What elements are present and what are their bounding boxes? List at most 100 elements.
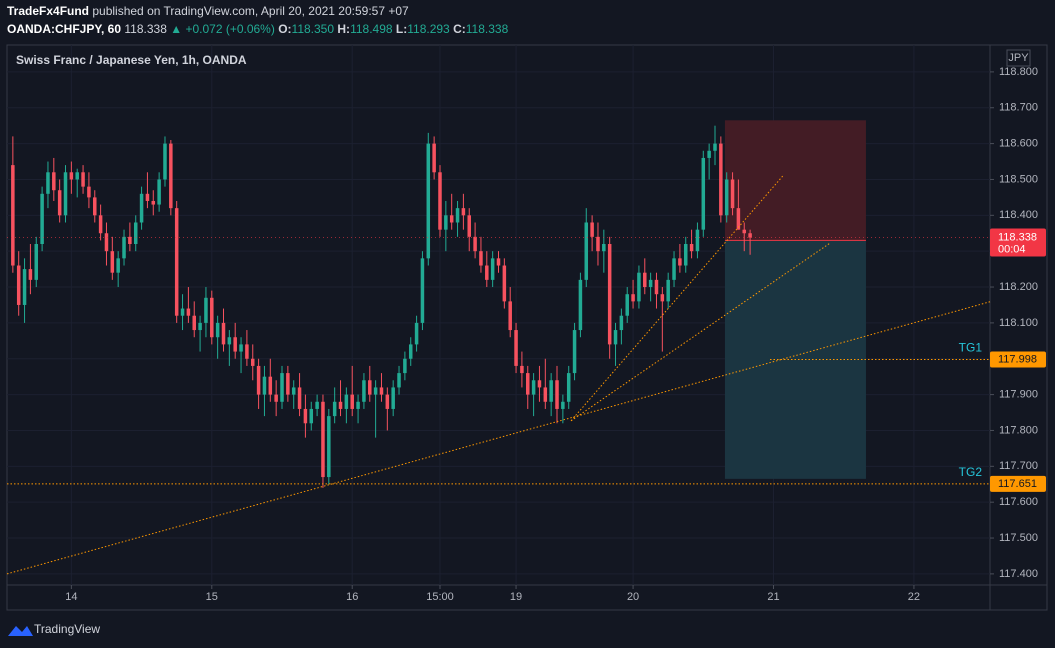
quote-line: OANDA:CHFJPY, 60 118.338 ▲ +0.072 (+0.06… (7, 22, 509, 36)
candle-body (57, 190, 62, 216)
candle-body (514, 330, 518, 366)
candle-body (204, 297, 208, 323)
candle-body (87, 186, 91, 198)
candle-body (631, 294, 635, 302)
candle-body (239, 344, 243, 352)
candle-body (613, 330, 618, 345)
candle-body (584, 222, 589, 280)
candle-body (338, 401, 343, 409)
candle-body (461, 208, 466, 216)
candle-body (128, 236, 132, 245)
candle-body (432, 143, 436, 173)
candle-body (11, 165, 15, 266)
symbol: OANDA:CHFJPY, 60 (7, 22, 121, 36)
candle-body (368, 380, 372, 395)
candle-body (643, 272, 647, 288)
trend-line (570, 175, 784, 422)
x-tick-label: 15:00 (426, 591, 454, 603)
y-tick-label: 118.200 (999, 281, 1038, 293)
y-tick-label: 118.800 (999, 66, 1038, 78)
candle-body (426, 143, 431, 259)
target-price-box (990, 351, 1046, 368)
target-name: TG2 (959, 465, 983, 479)
candle-body (408, 344, 413, 359)
candle-body (678, 258, 682, 266)
candle-body (362, 380, 366, 402)
candle-body (46, 172, 50, 194)
candle-body (116, 258, 120, 273)
candle-body (280, 373, 284, 402)
candle-body (274, 394, 278, 402)
candle-body (104, 233, 109, 252)
candle-body (145, 193, 150, 201)
y-tick-label: 118.700 (999, 102, 1038, 114)
candle-body (16, 265, 21, 305)
candle-body (736, 208, 741, 230)
candle-body (619, 315, 624, 331)
y-tick-label: 117.600 (999, 496, 1038, 508)
candle-body (561, 401, 565, 409)
candle-body (578, 279, 583, 331)
candle-body (537, 380, 542, 388)
candle-body (689, 244, 694, 252)
currency: JPY (1008, 52, 1029, 64)
candle-body (174, 208, 179, 316)
last: 118.338 (124, 22, 167, 36)
x-tick-label: 22 (908, 591, 920, 603)
h-value: 118.498 (350, 22, 393, 36)
candle-body (286, 373, 290, 395)
candle-body (555, 380, 559, 409)
candle-body (625, 294, 629, 316)
candle-body (543, 387, 548, 402)
candle-body (157, 179, 161, 205)
candle-body (245, 344, 249, 359)
candle-body (526, 373, 530, 395)
candle-body (373, 387, 378, 395)
candle-body (303, 408, 308, 424)
plot: 117.400 117.500 117.600 117.700 117.800 117.9… (6, 45, 1038, 603)
candle-body (268, 376, 273, 395)
candle-body (479, 251, 483, 266)
candle-body (590, 222, 594, 237)
candle-body (654, 279, 659, 295)
x-tick-label: 20 (627, 591, 639, 603)
y-tick-label: 118.100 (999, 317, 1038, 329)
candle-body (701, 157, 706, 230)
candle-body (707, 150, 711, 158)
y-tick-label: 117.800 (999, 424, 1038, 436)
candle-body (660, 294, 665, 302)
candle-body (730, 179, 735, 209)
candle-body (34, 244, 39, 280)
candle-body (385, 394, 390, 409)
currency-box (1006, 49, 1031, 67)
candle-body (250, 358, 255, 366)
candle-body (122, 236, 126, 259)
o-value: 118.350 (292, 22, 335, 36)
y-tick-label: 118.400 (999, 209, 1038, 221)
candle-body (133, 222, 138, 245)
candle-body (748, 233, 752, 238)
candle-body (110, 251, 115, 273)
candle-body (262, 376, 267, 395)
chart-title: Swiss Franc / Japanese Yen, 1h, OANDA (16, 53, 247, 67)
last-price-box (990, 228, 1046, 257)
x-tick-label: 16 (346, 591, 358, 603)
candle-body (414, 322, 419, 345)
candle-body (485, 265, 489, 280)
candle-body (139, 193, 144, 223)
h-label: H: (337, 22, 350, 36)
candle-body (449, 215, 454, 223)
candle-body (69, 172, 74, 180)
candle-body (520, 365, 524, 374)
candle-body (672, 258, 676, 280)
candle-body (420, 258, 425, 323)
candle-body (502, 265, 507, 302)
x-tick-label: 19 (510, 591, 522, 603)
candle-body (356, 401, 360, 409)
candle-body (297, 387, 302, 409)
brand: TradingView (34, 622, 100, 636)
candle-body (210, 297, 214, 338)
candle-body (215, 322, 220, 338)
candle-body (549, 380, 553, 402)
